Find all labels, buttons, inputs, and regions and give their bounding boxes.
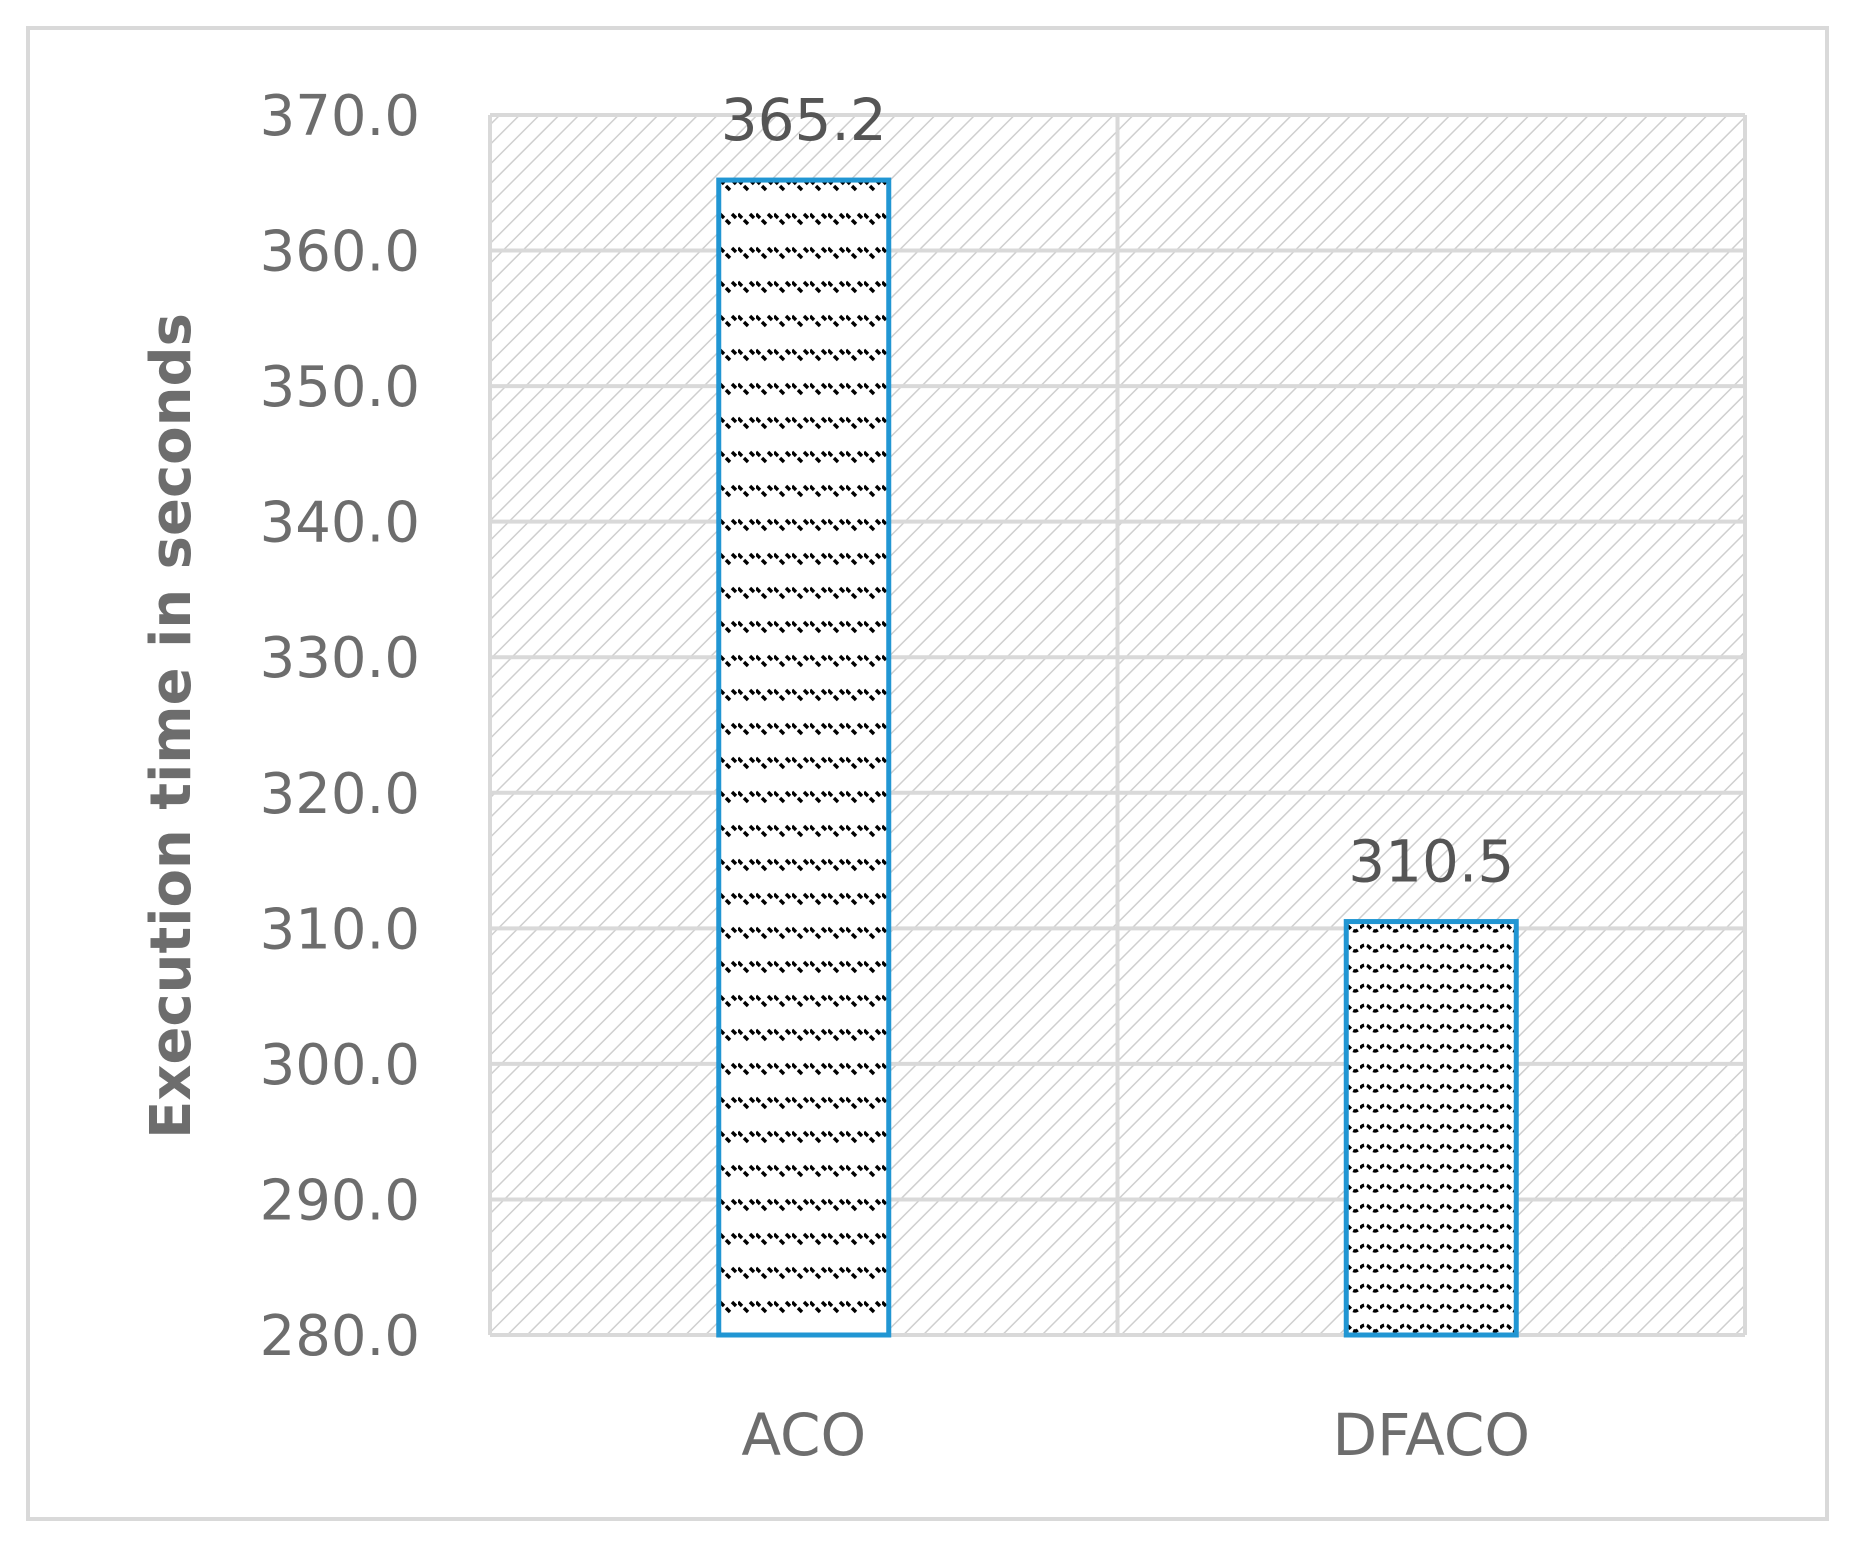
x-tick-label: ACO <box>741 1401 866 1469</box>
y-tick-label: 320.0 <box>260 762 420 827</box>
y-tick-label: 300.0 <box>260 1033 420 1098</box>
labels: 280.0 290.0 300.0 310.0 320.0 330.0 340.0 350.0… <box>260 84 1530 1469</box>
y-tick-label: 350.0 <box>260 355 420 420</box>
y-tick-label: 370.0 <box>260 84 420 149</box>
gridlines <box>488 113 1747 1337</box>
data-label: 310.5 <box>1348 828 1514 896</box>
y-tick-label: 280.0 <box>260 1304 420 1369</box>
y-tick-label: 310.0 <box>260 897 420 962</box>
y-tick-label: 330.0 <box>260 626 420 691</box>
y-tick-label: 290.0 <box>260 1168 420 1233</box>
y-axis-title: Execution time in seconds <box>139 313 204 1139</box>
bar-aco <box>716 177 892 1338</box>
data-label: 365.2 <box>721 86 887 154</box>
bars <box>716 177 1519 1338</box>
y-tick-label: 360.0 <box>260 220 420 285</box>
y-tick-label: 340.0 <box>260 491 420 556</box>
x-tick-label: DFACO <box>1332 1401 1530 1469</box>
bar-dfaco <box>1343 919 1519 1338</box>
